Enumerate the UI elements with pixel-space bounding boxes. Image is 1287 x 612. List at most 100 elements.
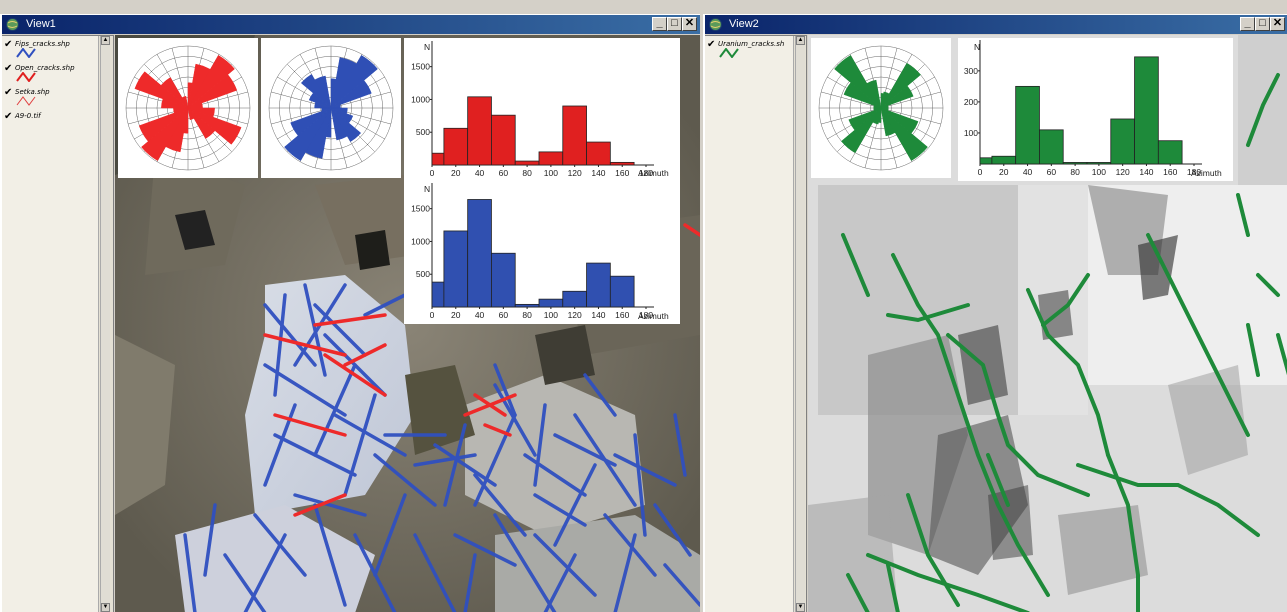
- histogram-bar: [610, 162, 634, 165]
- layer-checkbox[interactable]: ✔: [4, 88, 12, 98]
- y-tick-label: 500: [416, 127, 430, 137]
- scroll-down-arrow[interactable]: ▼: [796, 603, 805, 612]
- layer-checkbox[interactable]: ✔: [707, 40, 715, 50]
- x-tick-label: 160: [1163, 167, 1177, 177]
- histogram-bar: [444, 128, 468, 165]
- histogram-bar: [491, 253, 515, 307]
- x-tick-label: 0: [430, 310, 435, 320]
- x-tick-label: 40: [475, 310, 485, 320]
- x-tick-label: 100: [1092, 167, 1106, 177]
- layer-label: Setka.shp: [15, 88, 50, 96]
- toc-scrollbar[interactable]: ▲ ▼: [100, 36, 110, 612]
- line-symbol-icon: [15, 96, 39, 106]
- view1-window: View1 _ □ ✕ ✔ Fips_cracks.shp ✔ Open_cra…: [0, 14, 700, 612]
- layer-checkbox[interactable]: ✔: [4, 40, 12, 50]
- y-tick-label: 1000: [411, 236, 430, 246]
- x-tick-label: 160: [615, 310, 629, 320]
- layer-checkbox[interactable]: ✔: [4, 112, 12, 122]
- histogram-bar: [1158, 141, 1182, 164]
- x-tick-label: 100: [544, 310, 558, 320]
- y-axis-label: N: [424, 42, 430, 52]
- y-axis-label: N: [424, 184, 430, 194]
- y-tick-label: 500: [416, 269, 430, 279]
- y-tick-label: 300: [964, 66, 978, 76]
- histogram-bar: [515, 161, 539, 165]
- y-tick-label: 100: [964, 128, 978, 138]
- line-symbol-icon: [15, 48, 39, 58]
- histogram-bar: [491, 115, 515, 165]
- view1-title: View1: [26, 15, 56, 34]
- line-symbol-icon: [15, 72, 39, 82]
- x-tick-label: 60: [1047, 167, 1057, 177]
- x-tick-label: 80: [522, 168, 532, 178]
- histogram-bar: [587, 263, 611, 307]
- layer-label: Fips_cracks.shp: [15, 40, 70, 48]
- histogram-bar: [992, 156, 1016, 164]
- histogram-bar: [432, 153, 444, 165]
- x-tick-label: 120: [1116, 167, 1130, 177]
- rose-diagram-blue: [261, 38, 401, 178]
- x-tick-label: 80: [1070, 167, 1080, 177]
- minimize-button[interactable]: _: [1240, 17, 1255, 31]
- layer-label: Uranium_cracks.sh: [718, 40, 784, 48]
- y-axis-label: N: [974, 42, 980, 52]
- layer-checkbox[interactable]: ✔: [4, 64, 12, 74]
- scroll-down-arrow[interactable]: ▼: [101, 603, 110, 612]
- view2-table-of-contents: ✔ Uranium_cracks.sh ▲ ▼: [705, 35, 807, 612]
- histogram-bar: [587, 142, 611, 165]
- histogram-bar: [515, 304, 539, 307]
- x-tick-label: 160: [615, 168, 629, 178]
- x-tick-label: 180: [639, 310, 653, 320]
- histogram-bar: [563, 106, 587, 165]
- histogram-bar: [468, 97, 492, 165]
- toc-panel: ✔ Uranium_cracks.sh: [705, 36, 794, 612]
- histogram-bar: [610, 276, 634, 307]
- toc-panel: ✔ Fips_cracks.shp ✔ Open_cracks.shp ✔ Se…: [2, 36, 99, 612]
- x-tick-label: 140: [591, 310, 605, 320]
- histogram-bar: [1039, 130, 1063, 164]
- view1-map-canvas[interactable]: N Azimuth 0 20 40 60 80 100 120 140 160 180 500 100…: [115, 35, 700, 612]
- line-symbol-icon: [718, 48, 742, 58]
- x-tick-label: 40: [475, 168, 485, 178]
- view2-titlebar[interactable]: View2 _ □ ✕: [705, 15, 1287, 34]
- view2-map-canvas[interactable]: N Azimuth 0 20 40 60 80 100 120 140 160 180 100 200…: [808, 35, 1287, 612]
- x-tick-label: 0: [430, 168, 435, 178]
- histogram-bar: [1111, 119, 1135, 164]
- histogram-bar: [563, 291, 587, 307]
- maximize-button[interactable]: □: [1255, 17, 1270, 31]
- histogram-uranium-cracks: N Azimuth 0 20 40 60 80 100 120 140 160 180 100 200…: [958, 38, 1233, 181]
- close-button[interactable]: ✕: [682, 17, 697, 31]
- x-tick-label: 140: [591, 168, 605, 178]
- x-tick-label: 60: [499, 168, 509, 178]
- view2-window: View2 _ □ ✕ ✔ Uranium_cracks.sh ▲ ▼: [703, 14, 1287, 612]
- x-tick-label: 0: [978, 167, 983, 177]
- x-tick-label: 60: [499, 310, 509, 320]
- histogram-bar: [1135, 57, 1159, 164]
- y-tick-label: 1500: [411, 204, 430, 214]
- histogram-open-cracks: N Azimuth 0 20 40 60 80 100 120 140 160 180 500 100…: [404, 38, 680, 181]
- scroll-up-arrow[interactable]: ▲: [101, 36, 110, 45]
- rose-petal: [188, 108, 241, 144]
- y-tick-label: 200: [964, 97, 978, 107]
- toc-scrollbar[interactable]: ▲ ▼: [795, 36, 805, 612]
- rose-diagram-red: [118, 38, 258, 178]
- x-tick-label: 20: [451, 310, 461, 320]
- histogram-bar: [539, 152, 563, 165]
- x-tick-label: 120: [568, 310, 582, 320]
- rose-petal: [135, 72, 188, 108]
- histogram-bar: [1087, 162, 1111, 164]
- view1-titlebar[interactable]: View1 _ □ ✕: [2, 15, 700, 34]
- close-button[interactable]: ✕: [1270, 17, 1285, 31]
- minimize-button[interactable]: _: [652, 17, 667, 31]
- maximize-button[interactable]: □: [667, 17, 682, 31]
- x-tick-label: 180: [639, 168, 653, 178]
- histogram-fips-cracks: N Azimuth 0 20 40 60 80 100 120 140 160 180 500 100…: [404, 180, 680, 324]
- view2-title: View2: [729, 15, 759, 34]
- histogram-bar: [444, 231, 468, 307]
- layer-label: A9-0.tif: [15, 112, 41, 120]
- scroll-up-arrow[interactable]: ▲: [796, 36, 805, 45]
- x-tick-label: 40: [1023, 167, 1033, 177]
- view1-table-of-contents: ✔ Fips_cracks.shp ✔ Open_cracks.shp ✔ Se…: [2, 35, 114, 612]
- layer-label: Open_cracks.shp: [15, 64, 75, 72]
- histogram-bar: [432, 282, 444, 307]
